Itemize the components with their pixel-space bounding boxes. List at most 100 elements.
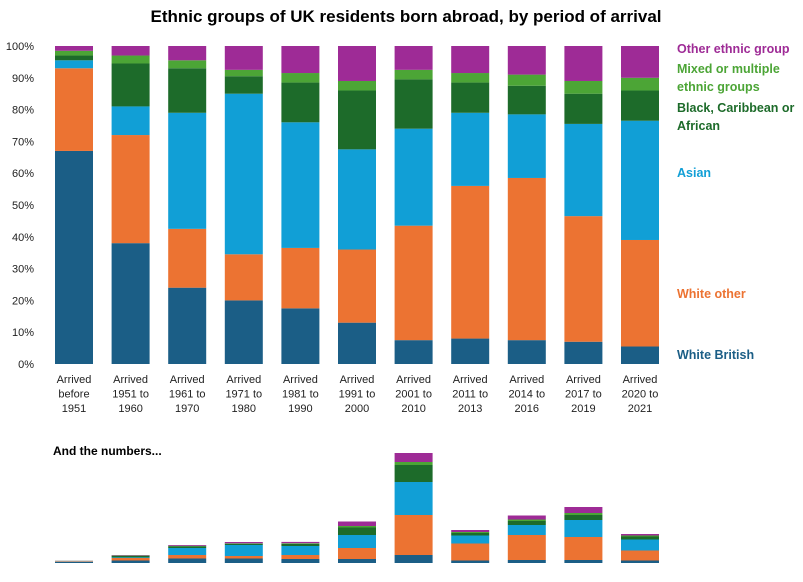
bar-black-caribbean-or-african-2 [168,68,207,113]
bar-white-other-8 [507,177,546,341]
num-bar-mixed-or-multiple-ethnic-groups-7 [451,532,490,533]
legend-asian: Asian [677,166,711,180]
bar-white-other-4 [281,247,320,309]
y-tick-label: 80% [12,105,34,117]
bar-white-british-5 [338,322,376,364]
y-tick-label: 60% [12,168,34,180]
num-bar-asian-1 [111,557,150,558]
num-bar-asian-4 [281,546,320,555]
num-bar-mixed-or-multiple-ethnic-groups-4 [281,543,320,544]
num-bar-asian-7 [451,535,490,544]
bar-black-caribbean-or-african-8 [507,85,546,115]
bar-black-caribbean-or-african-1 [111,63,150,107]
num-bar-asian-3 [224,545,263,556]
bar-mixed-or-multiple-ethnic-groups-10 [621,77,659,91]
num-bar-white-british-1 [111,560,150,563]
num-bar-other-ethnic-group-6 [394,453,433,462]
bar-white-other-5 [338,249,376,323]
bar-asian-10 [621,120,659,240]
num-bar-other-ethnic-group-2 [168,545,207,546]
num-bar-white-other-2 [168,555,207,559]
num-bar-white-british-8 [507,560,546,563]
num-bar-other-ethnic-group-4 [281,541,320,544]
num-bar-black-caribbean-or-african-6 [394,465,433,482]
num-bar-white-other-8 [507,535,546,560]
bar-white-british-2 [168,287,207,364]
num-bar-asian-2 [168,548,207,555]
num-bar-black-caribbean-or-african-8 [507,521,546,525]
bar-other-ethnic-group-2 [168,46,207,61]
y-tick-label: 20% [12,295,34,307]
num-bar-white-other-1 [111,558,150,561]
bar-mixed-or-multiple-ethnic-groups-3 [224,69,263,77]
bar-black-caribbean-or-african-4 [281,82,320,123]
num-bar-black-caribbean-or-african-9 [564,515,603,520]
y-tick-label: 50% [12,200,34,212]
bar-white-british-9 [564,341,603,364]
x-axis-ticks: Arrived before 1951 Arrived 1951 to 1960 Arriv… [57,374,659,415]
num-bar-asian-6 [394,482,433,515]
bar-white-british-4 [281,308,320,364]
bar-white-other-1 [111,135,150,244]
num-bar-black-caribbean-or-african-3 [224,543,263,545]
num-bar-mixed-or-multiple-ethnic-groups-10 [621,535,659,537]
x-tick-label: Arrived 1981 to 1990 [282,374,319,415]
bar-asian-5 [338,149,376,250]
bar-white-british-8 [507,340,546,364]
num-bar-other-ethnic-group-9 [564,507,603,513]
num-bar-white-other-10 [621,550,659,561]
num-bar-white-british-9 [564,560,603,563]
legend-mixed-or-multiple-ethnic-groups: Mixed or multiple ethnic groups [677,62,780,94]
bar-asian-4 [281,122,320,248]
bar-white-british-1 [111,243,150,364]
num-bar-mixed-or-multiple-ethnic-groups-8 [507,519,546,521]
y-tick-label: 100% [6,41,34,53]
num-bar-black-caribbean-or-african-5 [338,527,376,535]
bar-mixed-or-multiple-ethnic-groups-7 [451,73,490,83]
num-bar-black-caribbean-or-african-1 [111,555,150,558]
num-bar-white-british-4 [281,559,320,563]
y-tick-label: 40% [12,232,34,244]
num-bar-white-other-3 [224,556,263,559]
num-bar-other-ethnic-group-5 [338,521,376,526]
x-tick-label: Arrived 2020 to 2021 [622,374,659,415]
bar-asian-8 [507,114,546,178]
bar-other-ethnic-group-4 [281,46,320,74]
y-tick-label: 0% [18,359,34,371]
bar-mixed-or-multiple-ethnic-groups-1 [111,55,150,64]
numbers-subtitle: And the numbers... [53,444,162,458]
bar-white-british-10 [621,346,659,364]
y-tick-label: 10% [12,327,34,339]
bar-asian-0 [55,60,93,69]
num-bar-asian-8 [507,525,546,535]
y-axis-ticks: 0% 10% 20% 30% 40% 50% 60% 70% 80% 90% 100% [6,41,34,371]
num-bar-mixed-or-multiple-ethnic-groups-6 [394,462,433,465]
bar-white-other-10 [621,239,659,347]
bar-mixed-or-multiple-ethnic-groups-5 [338,80,376,91]
bar-mixed-or-multiple-ethnic-groups-9 [564,80,603,94]
bar-other-ethnic-group-8 [507,46,546,75]
bar-white-british-7 [451,338,490,364]
num-bar-white-other-5 [338,548,376,559]
num-bar-white-british-5 [338,559,376,563]
bar-black-caribbean-or-african-9 [564,93,603,124]
y-tick-label: 90% [12,73,34,85]
bar-mixed-or-multiple-ethnic-groups-0 [55,50,93,56]
bar-mixed-or-multiple-ethnic-groups-4 [281,73,320,83]
bar-white-british-0 [55,150,93,364]
x-tick-label: Arrived before 1951 [57,374,92,415]
bar-other-ethnic-group-0 [55,46,93,51]
bar-other-ethnic-group-1 [111,46,150,56]
bar-white-other-7 [451,185,490,339]
bar-other-ethnic-group-6 [394,46,433,70]
num-bar-other-ethnic-group-3 [224,542,263,544]
num-bar-asian-10 [621,539,659,551]
x-tick-label: Arrived 2014 to 2016 [508,374,545,415]
num-bar-black-caribbean-or-african-10 [621,536,659,540]
num-bar-white-other-6 [394,515,433,555]
chart-title: Ethnic groups of UK residents born abroa… [150,7,661,26]
y-tick-label: 70% [12,136,34,148]
number-bars [55,453,659,563]
bar-other-ethnic-group-5 [338,46,376,81]
